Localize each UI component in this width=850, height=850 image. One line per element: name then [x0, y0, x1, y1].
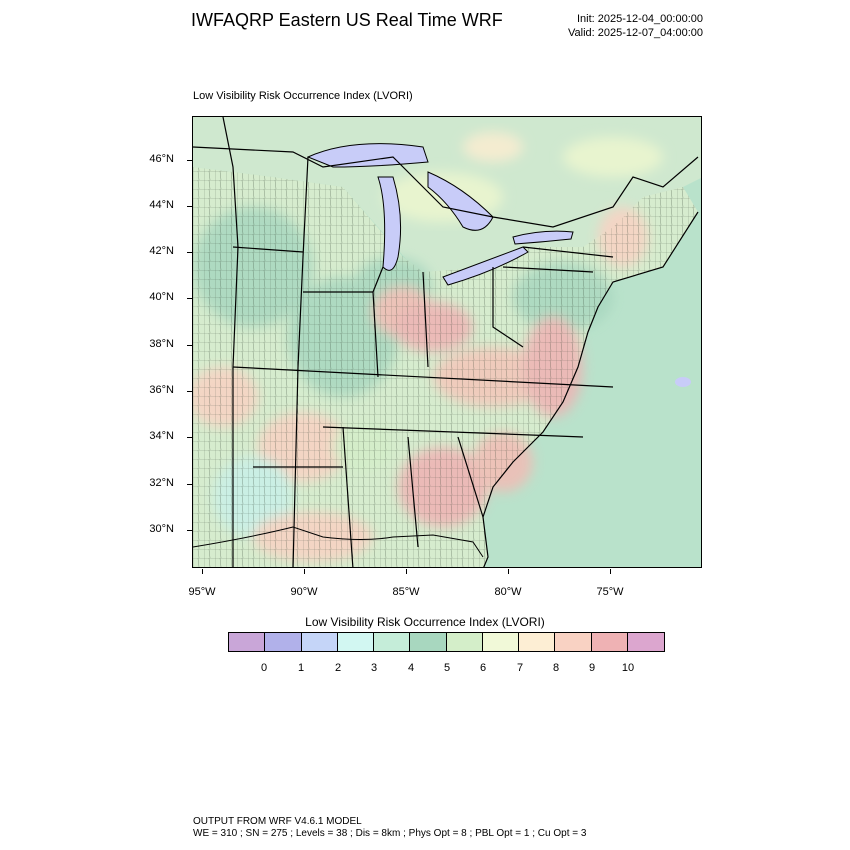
- state-boundaries: [222, 117, 614, 567]
- lake-huron: [427, 171, 494, 231]
- colorbar-swatch: [410, 633, 447, 651]
- lat-tick: [187, 530, 192, 531]
- colorbar-swatch: [229, 633, 266, 651]
- colorbar-label: 3: [370, 662, 378, 674]
- lat-tick: [187, 391, 192, 392]
- lon-tick: [304, 569, 305, 574]
- lat-label: 34°N: [149, 430, 174, 442]
- colorbar-label: 10: [621, 662, 635, 674]
- colorbar-label: 8: [552, 662, 560, 674]
- valid-time: Valid: 2025-12-07_04:00:00: [568, 27, 703, 39]
- colorbar-swatch: [337, 633, 374, 651]
- lat-label: 44°N: [149, 199, 174, 211]
- colorbar-label: 4: [407, 662, 415, 674]
- colorbar-label: 0: [260, 662, 268, 674]
- colorbar-swatch: [265, 633, 302, 651]
- lat-tick: [187, 484, 192, 485]
- colorbar-swatch: [374, 633, 411, 651]
- colorbar-swatch: [591, 633, 628, 651]
- map-title: IWFAQRP Eastern US Real Time WRF: [191, 10, 503, 30]
- lat-label: 40°N: [149, 291, 174, 303]
- canada-border: [193, 146, 699, 228]
- lon-tick: [610, 569, 611, 574]
- colorbar-swatch: [301, 633, 338, 651]
- lon-label: 85°W: [392, 586, 420, 598]
- colorbar-label: 7: [516, 662, 524, 674]
- lat-tick: [187, 437, 192, 438]
- colorbar-label: 9: [588, 662, 596, 674]
- colorbar: [228, 632, 665, 652]
- lat-label: 42°N: [149, 245, 174, 257]
- lake-erie: [442, 246, 529, 286]
- lon-label: 90°W: [290, 586, 318, 598]
- init-time: Init: 2025-12-04_00:00:00: [577, 13, 703, 25]
- colorbar-title: Low Visibility Risk Occurrence Index (LV…: [305, 615, 545, 629]
- plot-subtitle: Low Visibility Risk Occurrence Index (LV…: [193, 90, 413, 102]
- colorbar-swatch: [519, 633, 556, 651]
- lat-label: 36°N: [149, 384, 174, 396]
- footer-model-line: OUTPUT FROM WRF V4.6.1 MODEL: [193, 816, 362, 827]
- lon-tick: [406, 569, 407, 574]
- colorbar-swatch: [555, 633, 592, 651]
- gulf-coastline: [193, 526, 484, 558]
- lon-tick: [508, 569, 509, 574]
- lat-label: 46°N: [149, 153, 174, 165]
- lat-tick: [187, 160, 192, 161]
- lake-ontario: [512, 230, 574, 245]
- colorbar-label: 6: [479, 662, 487, 674]
- lon-label: 80°W: [494, 586, 522, 598]
- lon-label: 95°W: [188, 586, 216, 598]
- colorbar-swatch: [482, 633, 519, 651]
- footer-config-line: WE = 310 ; SN = 275 ; Levels = 38 ; Dis …: [193, 828, 587, 839]
- lat-label: 32°N: [149, 477, 174, 489]
- colorbar-label: 5: [443, 662, 451, 674]
- lat-label: 38°N: [149, 338, 174, 350]
- lat-tick: [187, 298, 192, 299]
- colorbar-label: 1: [297, 662, 305, 674]
- colorbar-label: 2: [334, 662, 342, 674]
- colorbar-swatch: [627, 633, 664, 651]
- lat-tick: [187, 345, 192, 346]
- ocean-spot: [675, 377, 691, 387]
- lon-tick: [202, 569, 203, 574]
- map-panel: [192, 116, 702, 568]
- lake-michigan: [377, 176, 402, 271]
- lon-label: 75°W: [596, 586, 624, 598]
- lat-tick: [187, 206, 192, 207]
- colorbar-swatch: [446, 633, 483, 651]
- map-canvas: [193, 117, 701, 567]
- lat-label: 30°N: [149, 523, 174, 535]
- lat-tick: [187, 252, 192, 253]
